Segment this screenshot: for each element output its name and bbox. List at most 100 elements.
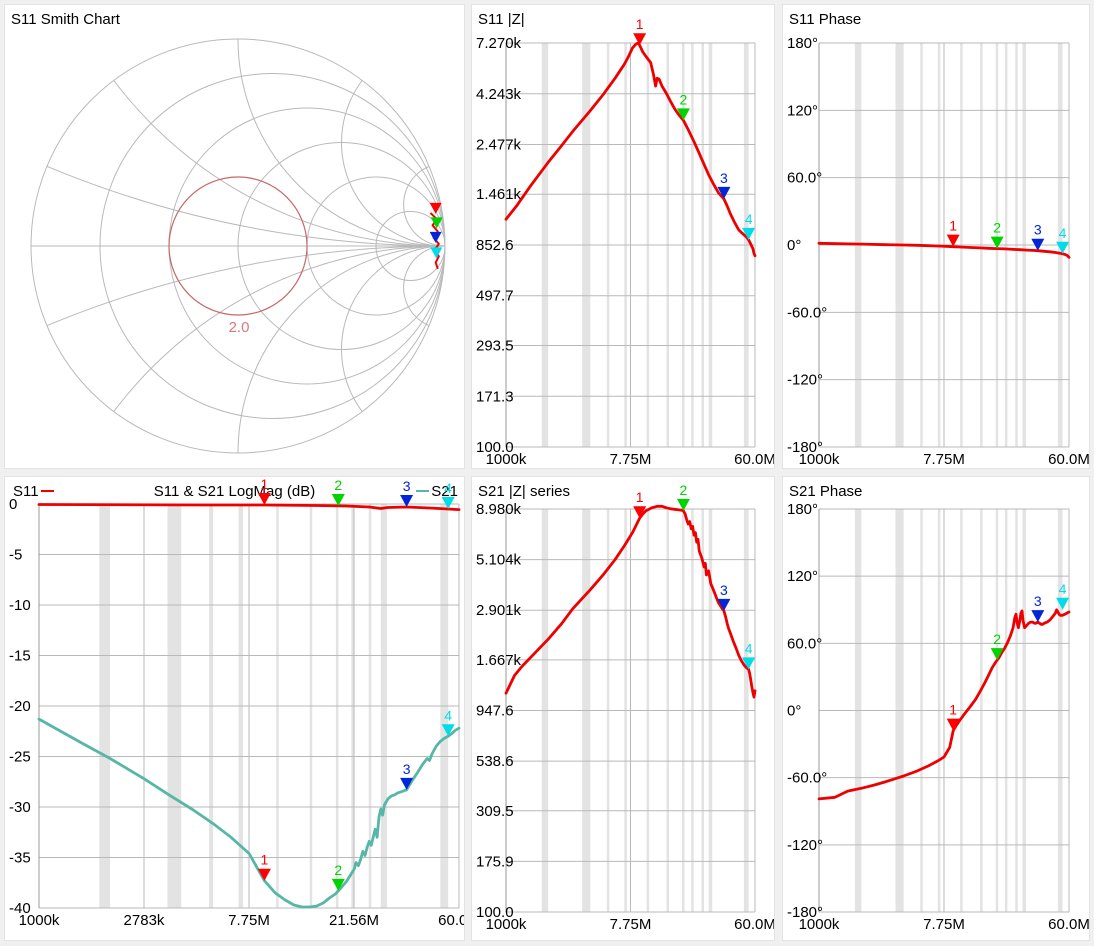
s21-magz-plot[interactable]: 1 2 3 4 8.980k 5.104k 2.901k 1.667k 947.6 538.6 30… [472, 477, 774, 940]
svg-text:3: 3 [1034, 593, 1042, 609]
svg-text:175.9: 175.9 [476, 853, 514, 870]
svg-text:-180°: -180° [787, 904, 823, 921]
svg-text:60.0M: 60.0M [734, 916, 774, 933]
s21-trace-color-swatch [416, 490, 430, 493]
svg-text:100.0: 100.0 [476, 904, 514, 921]
svg-text:4.243k: 4.243k [476, 86, 522, 103]
marker-3-triangle [1031, 610, 1045, 623]
svg-text:2: 2 [993, 220, 1001, 236]
svg-text:4: 4 [1059, 225, 1067, 241]
svg-text:2783k: 2783k [124, 912, 165, 929]
svg-text:947.6: 947.6 [476, 703, 514, 720]
s11-smith-chart-panel[interactable]: S11 Smith Chart 2.0 [4, 4, 465, 469]
logmag-legend-s21: S21 [414, 483, 458, 500]
swr-circle: 2.0 [168, 176, 308, 336]
svg-text:120°: 120° [787, 102, 818, 119]
s21-phase-panel[interactable]: S21 Phase 1 2 3 4 180° 120° 60.0° 0° -60.0° -120°… [782, 476, 1090, 941]
svg-text:1.667k: 1.667k [476, 652, 522, 669]
marker-1-triangle [946, 234, 960, 247]
svg-text:2: 2 [334, 477, 342, 493]
trace-layer [504, 504, 757, 699]
grid-layer [818, 42, 1070, 448]
smith-chart-plot[interactable]: 2.0 [5, 5, 464, 468]
svg-text:180°: 180° [787, 35, 818, 52]
axis-label-layer: 8.980k 5.104k 2.901k 1.667k 947.6 538.6 309.5 1… [476, 501, 774, 933]
trace-s21 [37, 717, 461, 909]
svg-text:3: 3 [720, 170, 728, 186]
marker-3-triangle [400, 777, 414, 790]
marker-2-triangle [331, 494, 345, 507]
marker-2-triangle [676, 498, 690, 511]
smith-marker-3 [429, 231, 442, 243]
trace-s21-z-series [504, 504, 757, 699]
marker-layer: 1 2 3 4 1 2 3 4 [257, 477, 455, 891]
marker-4-triangle [742, 657, 756, 670]
svg-text:3: 3 [1034, 222, 1042, 238]
svg-text:4: 4 [1059, 581, 1067, 597]
svg-text:-40: -40 [9, 900, 31, 917]
s11-magz-plot[interactable]: 1 2 3 4 7.270k 4.243k 2.477k 1.461k 852.6 497.7 29… [472, 5, 774, 468]
s21-series-z-panel[interactable]: S21 |Z| series 1 2 3 4 8.980k 5.104k 2.901k 1.6… [471, 476, 775, 941]
svg-text:60.0M: 60.0M [1048, 916, 1089, 933]
logmag-legend-s11: S11 [13, 483, 56, 500]
s21-magz-title: S21 |Z| series [478, 483, 570, 500]
svg-text:293.5: 293.5 [476, 338, 514, 355]
axis-label-layer: 180° 120° 60.0° 0° -60.0° -120° -180°1000k 7.75… [787, 501, 1089, 933]
grid-layer [505, 508, 756, 913]
axis-label-layer: 7.270k 4.243k 2.477k 1.461k 852.6 497.7 293.5 1… [476, 35, 774, 468]
svg-text:-25: -25 [9, 749, 31, 766]
logmag-legend-s11-label: S11 [13, 483, 39, 500]
svg-text:1: 1 [636, 489, 644, 505]
svg-text:2.0: 2.0 [229, 319, 250, 336]
marker-4-triangle [742, 227, 756, 240]
svg-text:8.980k: 8.980k [476, 501, 522, 518]
s11-magnitude-z-panel[interactable]: S11 |Z| 1 2 3 4 7.270k 4.243k 2.477k 1.461k 852.… [471, 4, 775, 469]
svg-text:60.0°: 60.0° [787, 635, 822, 652]
svg-text:7.75M: 7.75M [610, 916, 652, 933]
smith-grid-layer [30, 38, 446, 454]
svg-text:120°: 120° [787, 568, 818, 585]
s11-phase-panel[interactable]: S11 Phase 1 2 3 4 180° 120° 60.0° 0° -60.0° -120°… [782, 4, 1090, 469]
svg-text:0°: 0° [787, 237, 801, 254]
svg-text:7.75M: 7.75M [610, 451, 652, 468]
svg-text:2: 2 [334, 862, 342, 878]
svg-text:7.270k: 7.270k [476, 35, 522, 52]
svg-text:5.104k: 5.104k [476, 552, 522, 569]
svg-text:1: 1 [260, 852, 268, 868]
svg-text:-120°: -120° [787, 372, 823, 389]
axis-label-layer: 180° 120° 60.0° 0° -60.0° -120° -180°1000k 7.75… [787, 35, 1089, 468]
svg-text:309.5: 309.5 [476, 803, 514, 820]
svg-text:-60.0°: -60.0° [787, 770, 827, 787]
svg-text:60.0M: 60.0M [1048, 451, 1089, 468]
marker-layer: 1 2 3 4 [946, 581, 1070, 731]
svg-text:3: 3 [403, 761, 411, 777]
marker-4-triangle [441, 724, 455, 737]
svg-text:4: 4 [444, 480, 452, 496]
trace-layer [817, 608, 1071, 801]
svg-text:0: 0 [9, 496, 17, 513]
svg-text:100.0: 100.0 [476, 439, 514, 456]
svg-text:1: 1 [260, 477, 268, 492]
trace-s11 [37, 503, 461, 511]
marker-3-triangle [400, 495, 414, 508]
s11-phase-plot[interactable]: 1 2 3 4 180° 120° 60.0° 0° -60.0° -120° -180°1000k… [783, 5, 1089, 468]
svg-text:1.461k: 1.461k [476, 186, 522, 203]
svg-text:-15: -15 [9, 648, 31, 665]
s21-phase-plot[interactable]: 1 2 3 4 180° 120° 60.0° 0° -60.0° -120° -180°1000k… [783, 477, 1089, 940]
marker-4-triangle [441, 497, 455, 510]
svg-text:852.6: 852.6 [476, 237, 514, 254]
svg-text:1: 1 [636, 16, 644, 32]
s11-s21-logmag-panel[interactable]: S11 S11 & S21 LogMag (dB) S21 1 2 3 4 1 2 3 4 0 -… [4, 476, 465, 941]
marker-layer: 1 2 3 4 [633, 482, 756, 670]
marker-4-triangle [1056, 241, 1070, 254]
marker-3-triangle [1031, 238, 1045, 251]
s11-trace-color-swatch [40, 490, 54, 493]
trace-layer [37, 503, 461, 909]
svg-text:1000k: 1000k [19, 912, 60, 929]
trace-layer [817, 241, 1071, 259]
marker-2-triangle [676, 108, 690, 121]
svg-text:1: 1 [949, 218, 957, 234]
